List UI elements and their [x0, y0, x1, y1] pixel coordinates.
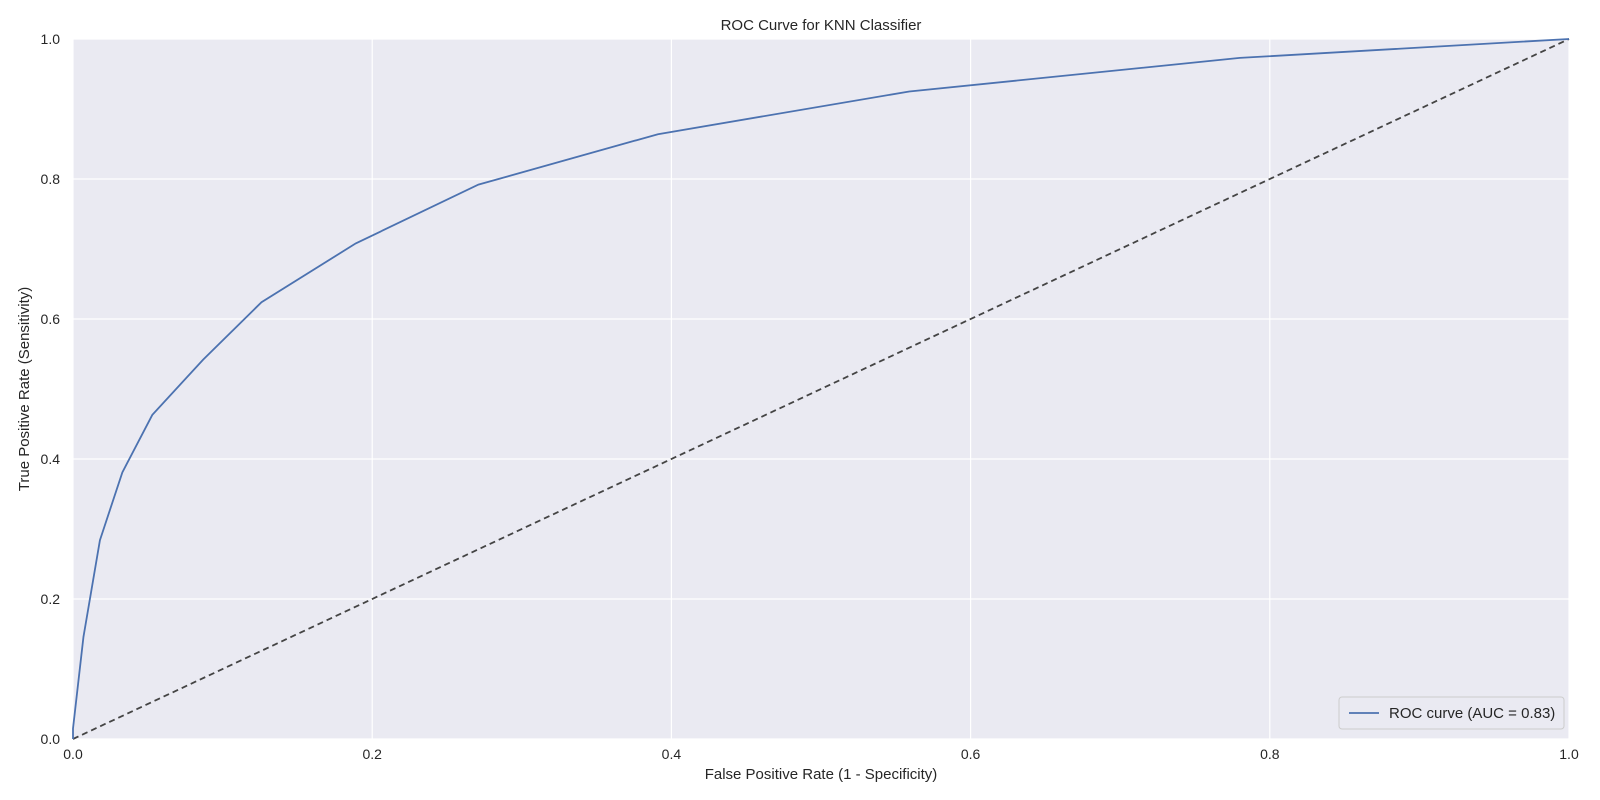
y-tick-label: 0.8 [41, 171, 61, 187]
y-tick-label: 0.0 [41, 731, 61, 747]
legend: ROC curve (AUC = 0.83) [1338, 696, 1565, 730]
x-tick-label: 0.2 [362, 746, 382, 762]
chart-title: ROC Curve for KNN Classifier [721, 17, 922, 34]
x-tick-label: 0.4 [662, 746, 682, 762]
roc-curve-line [72, 38, 1570, 739]
x-tick-label: 0.0 [63, 746, 83, 762]
legend-label-roc: ROC curve (AUC = 0.83) [1389, 705, 1555, 722]
y-tick-label: 0.6 [41, 311, 61, 327]
x-tick-label: 0.8 [1260, 746, 1280, 762]
x-tick-label: 1.0 [1559, 746, 1579, 762]
y-tick-label: 1.0 [41, 31, 61, 47]
x-axis-label: False Positive Rate (1 - Specificity) [705, 766, 938, 783]
y-tick-label: 0.2 [41, 591, 61, 607]
x-tick-label: 0.6 [961, 746, 981, 762]
legend-box [1338, 696, 1565, 730]
tick-labels: 0.0 0.2 0.4 0.6 0.8 1.0 0.0 0.2 0.4 0.6 0.8 1.0 [41, 31, 1579, 762]
y-tick-label: 0.4 [41, 451, 61, 467]
y-axis-label: True Positive Rate (Sensitivity) [16, 287, 33, 492]
grid-lines [72, 38, 1570, 740]
reference-diagonal-line [72, 38, 1570, 740]
